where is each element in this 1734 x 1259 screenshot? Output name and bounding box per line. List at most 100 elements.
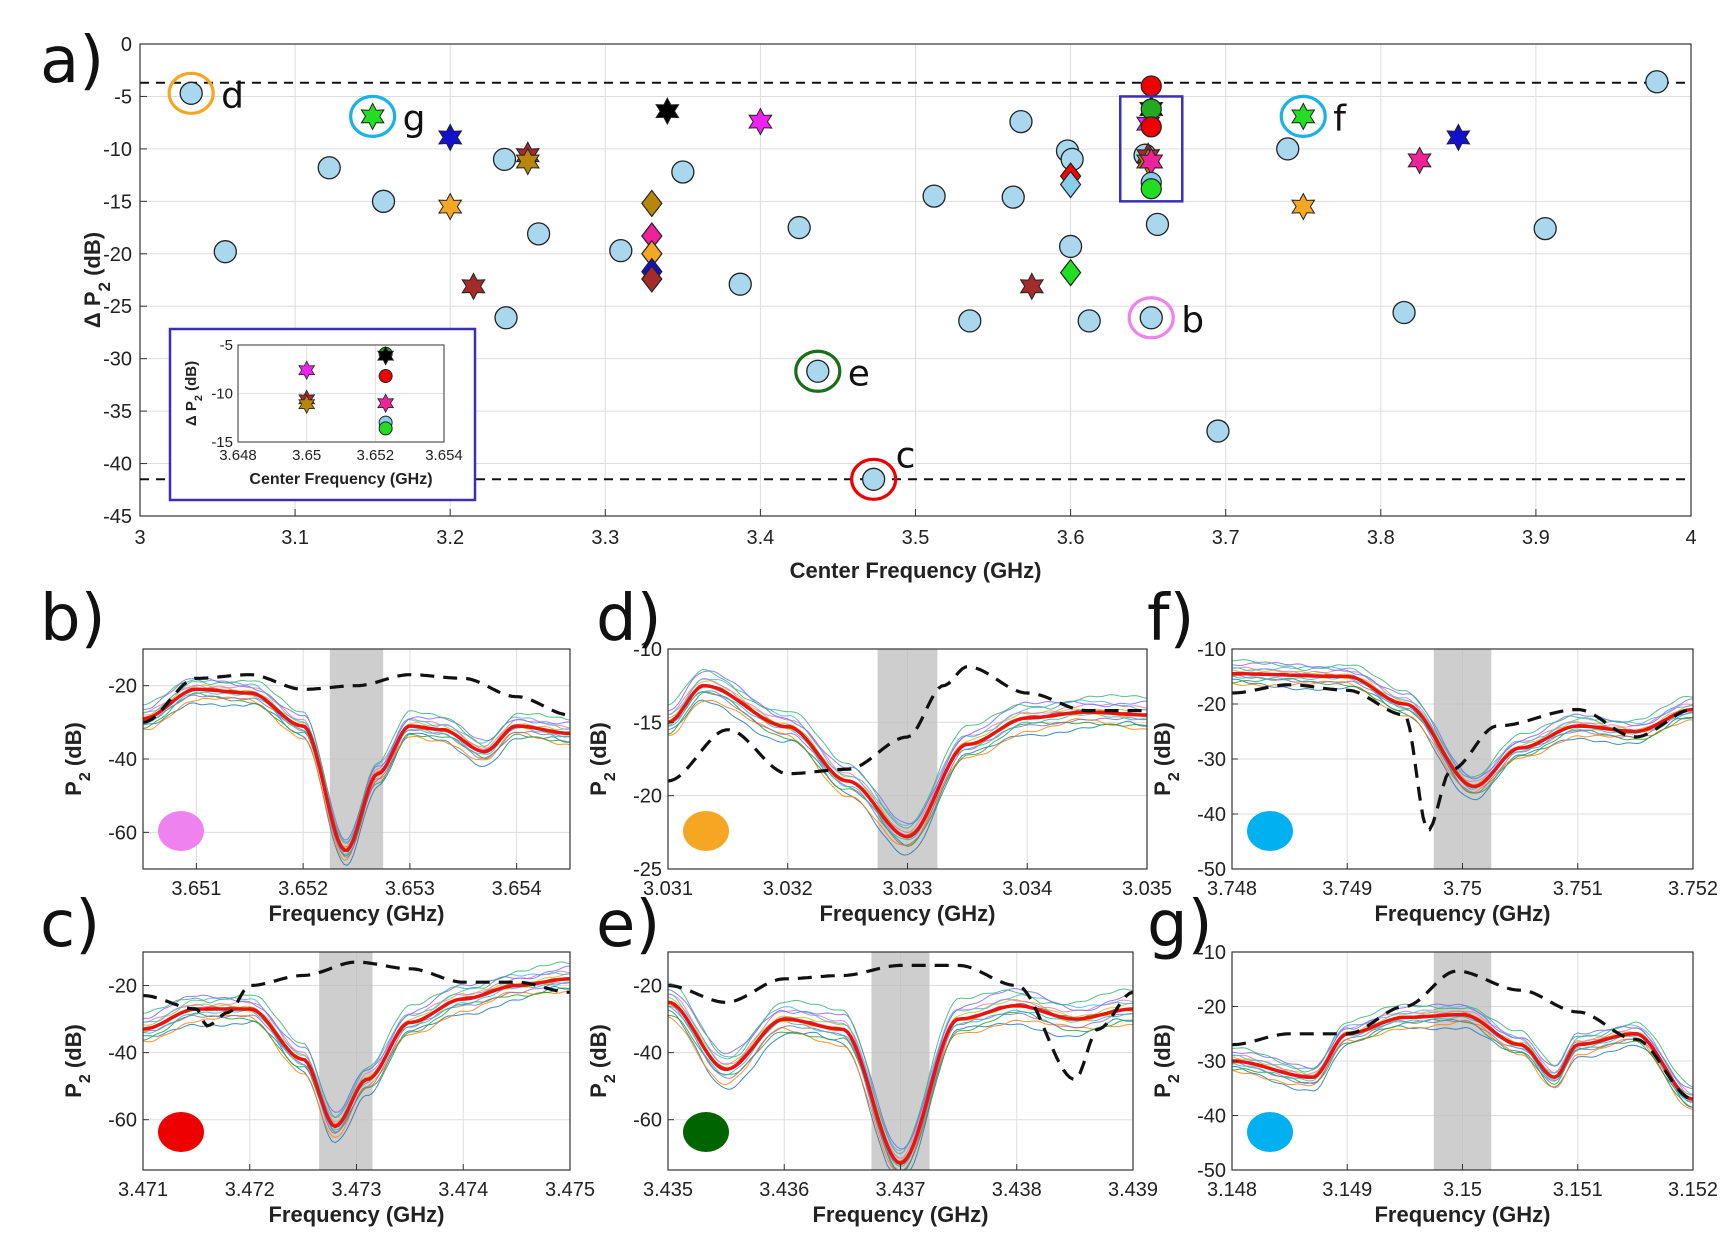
ensemble-trace [667,690,1148,841]
data-point-circle [958,309,982,333]
dashed-reference-trace [142,673,571,724]
x-tick-label: 3.6 [1057,527,1085,549]
y-axis-label-main: P [1150,781,1175,796]
y-axis-label-unit: (dB) [61,722,86,772]
y-tick-label: -15 [633,712,662,734]
y-axis-label-main: P [61,781,86,796]
y-tick-label: -15 [103,191,132,213]
data-point-circle [1645,70,1669,94]
y-tick-label: -50 [1197,859,1226,881]
y-tick-label: -10 [1197,639,1226,661]
x-tick-label: 3.15 [1443,1179,1482,1201]
subplot-d: 3.031 3.032 3.033 3.034 3.035 -10 -15 -20 -25 Fre… [586,582,1172,926]
x-tick-label: 3.751 [1553,878,1603,900]
shaded-band [871,952,930,1170]
legend-color-dot [683,811,729,851]
inset-y-axis-label: Δ P2 (dB) [183,361,205,426]
x-tick-label: 3.4 [746,527,774,549]
data-point-circle [728,272,752,296]
x-tick-label: 3.151 [1553,1179,1603,1201]
x-tick-label: 4 [1685,527,1696,549]
y-axis-label-sub: 2 [602,772,619,781]
red-trace [667,1000,1134,1166]
data-point-star [1291,192,1316,221]
x-tick-label: 3.148 [1207,1179,1257,1201]
dashed-reference-trace [142,960,570,1028]
x-tick-label: 3.8 [1367,527,1395,549]
y-tick-label: -20 [633,976,662,998]
panel-letter-b: b) [40,582,106,656]
annotation-label-d: d [221,75,244,116]
subplot-f: 3.748 3.749 3.75 3.751 3.752 -10 -20 -30 -40 -50 F… [1147,582,1718,926]
annotation-ring [1279,94,1327,138]
data-point-star [1019,272,1045,301]
y-axis-label-main: P [61,1083,86,1098]
legend-color-dot [158,1112,204,1152]
x-tick-label: 3.1 [281,527,309,549]
data-point-star [1407,146,1432,175]
y-axis-label-sub: 2 [95,282,114,291]
inset-y-axis-label-main: Δ P [183,401,200,426]
y-axis-label: P2 (dB) [1150,722,1183,796]
data-point-star [461,272,486,301]
data-point-circle [1077,309,1101,333]
y-axis-label-unit: (dB) [80,232,105,282]
panel-letter-d: d) [596,582,662,656]
ensemble-trace [142,982,571,1134]
dashed-reference-trace [1231,969,1694,1101]
annotation-ring [794,349,842,393]
x-tick-label: 3.435 [643,1179,693,1201]
inset-x-tick-label: 3.654 [425,447,463,464]
inset-y-tick-label: -5 [220,337,233,354]
y-tick-label: -25 [633,859,662,881]
x-tick-label: 3.437 [875,1179,925,1201]
y-tick-label: -30 [1197,749,1226,771]
red-trace [1231,1012,1694,1101]
ensemble-trace [1231,1019,1694,1103]
y-axis-label: P2 (dB) [586,722,619,796]
y-tick-label: -20 [633,786,662,808]
data-point-circle [1276,137,1300,161]
data-point-star [515,147,540,176]
annotation-ring [349,94,397,138]
ensemble-trace [143,965,571,1113]
x-tick-label: 3.3 [591,527,619,549]
x-tick-label: 3.5 [902,527,930,549]
panel-letter-g: g) [1147,888,1213,962]
y-tick-label: -60 [108,822,137,844]
data-point-circle [1392,300,1416,325]
subplot-e: 3.435 3.436 3.437 3.438 3.439 -20 -40 -60 Freque… [586,888,1158,1227]
ensemble-trace [142,985,571,1144]
data-point-circle [922,184,946,208]
ensemble-trace [1231,666,1694,782]
x-tick-label: 3.472 [225,1179,275,1201]
subplots: 3.651 3.652 3.653 3.654 -20 -40 -60 Frequency (… [40,582,1718,1227]
y-tick-label: -40 [633,1043,662,1065]
x-tick-label: 3.748 [1207,878,1257,900]
inset-plot: 3.648 3.65 3.652 3.654 -5 -10 -15 Center Freque… [168,327,477,502]
red-trace [667,683,1147,839]
inset-x-tick-label: 3.652 [357,447,395,464]
y-axis-label-unit: (dB) [1150,1024,1175,1074]
annotation-label-f: f [1333,98,1347,139]
y-tick-label: -30 [1197,1051,1226,1073]
ensemble-trace [667,690,1148,846]
data-point-filled-circle [1140,75,1162,97]
y-tick-label: -25 [103,296,132,318]
data-point-circle [1001,185,1025,209]
y-tick-label: -40 [1197,1106,1226,1128]
y-tick-label: -35 [103,401,132,423]
data-point-diamond [641,189,663,218]
annotation-ring [850,457,898,501]
y-axis-label-main: Δ P [80,291,105,328]
shaded-band [1433,649,1492,869]
y-tick-label: -10 [103,139,132,161]
data-point-circle [609,238,633,263]
x-tick-label: 3.034 [1002,878,1052,900]
x-tick-label: 3.7 [1212,527,1240,549]
x-axis-label: Frequency (GHz) [812,1202,988,1227]
inset-frame [237,344,445,443]
x-axis-label: Frequency (GHz) [1374,1202,1550,1227]
ensemble-trace [142,961,571,1119]
data-point-circle [806,359,830,383]
